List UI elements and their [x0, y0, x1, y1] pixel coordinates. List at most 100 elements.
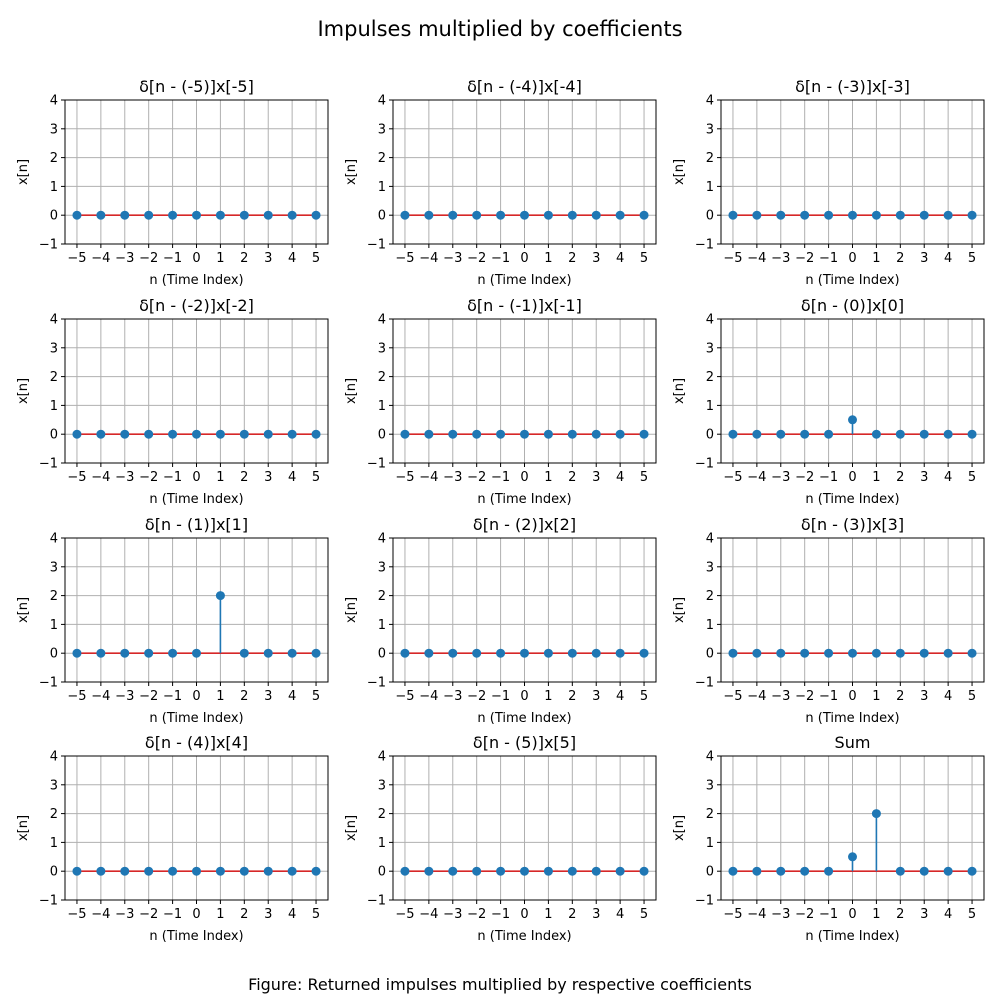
x-tick-label: −3	[115, 689, 134, 704]
stem-marker	[400, 429, 410, 439]
x-tick-label: −5	[723, 689, 742, 704]
y-tick-label: 0	[50, 428, 58, 443]
stem-marker	[591, 429, 601, 439]
stem-marker	[943, 866, 953, 876]
x-tick-label: 2	[240, 907, 248, 922]
stem-marker	[567, 429, 577, 439]
x-tick-label: 1	[872, 251, 880, 266]
x-tick-label: 1	[216, 251, 224, 266]
x-tick-label: −2	[139, 251, 158, 266]
stem-marker	[424, 429, 434, 439]
y-tick-label: 1	[378, 618, 386, 633]
stem-marker	[728, 866, 738, 876]
x-axis-label: n (Time Index)	[477, 492, 571, 507]
x-tick-label: 5	[640, 907, 648, 922]
x-tick-label: −1	[819, 689, 838, 704]
y-tick-label: 3	[706, 778, 714, 793]
x-tick-label: −3	[443, 907, 462, 922]
stem-marker	[215, 591, 225, 601]
stem-marker	[311, 866, 321, 876]
x-tick-label: 1	[544, 251, 552, 266]
x-tick-label: 4	[616, 907, 624, 922]
y-tick-label: 2	[378, 370, 386, 385]
stem-marker	[424, 866, 434, 876]
stem-marker	[615, 866, 625, 876]
x-tick-label: −1	[491, 251, 510, 266]
x-tick-label: 1	[544, 907, 552, 922]
y-tick-label: −1	[367, 457, 386, 472]
x-tick-label: 5	[968, 689, 976, 704]
stem-marker	[287, 866, 297, 876]
x-tick-label: −3	[771, 251, 790, 266]
x-tick-label: −2	[467, 470, 486, 485]
y-tick-label: 1	[50, 399, 58, 414]
subplot-title: Sum	[835, 733, 871, 752]
y-tick-label: 1	[706, 399, 714, 414]
stem-marker	[567, 866, 577, 876]
stem-marker	[239, 210, 249, 220]
y-tick-label: −1	[39, 238, 58, 253]
x-tick-label: −3	[115, 907, 134, 922]
y-axis-label: x[n]	[16, 815, 31, 841]
y-tick-label: 1	[50, 836, 58, 851]
x-tick-label: −4	[91, 251, 110, 266]
x-tick-label: −1	[163, 907, 182, 922]
stem-marker	[400, 866, 410, 876]
x-tick-label: 0	[192, 251, 200, 266]
stem-marker	[496, 210, 506, 220]
y-axis-label: x[n]	[344, 159, 359, 185]
stem-marker	[239, 648, 249, 658]
y-tick-label: 2	[50, 807, 58, 822]
y-axis-label: x[n]	[16, 378, 31, 404]
x-tick-label: 2	[240, 689, 248, 704]
stem-marker	[567, 648, 577, 658]
stem-marker	[144, 429, 154, 439]
subplot-title: δ[n - (4)]x[4]	[145, 733, 248, 752]
x-tick-label: 1	[216, 470, 224, 485]
x-axis-label: n (Time Index)	[805, 929, 899, 944]
stem-marker	[943, 429, 953, 439]
stem-marker	[967, 866, 977, 876]
x-tick-label: 1	[872, 907, 880, 922]
x-tick-label: 2	[240, 470, 248, 485]
stem-marker	[543, 429, 553, 439]
subplot-11: δ[n - (5)]x[5] −5 −4 −3 −2 −1 0 1 2 3 4 5 −1 0 1 2 3 4 n (…	[344, 733, 657, 944]
stem-marker	[192, 210, 201, 220]
x-tick-label: 3	[592, 470, 600, 485]
x-tick-label: −4	[91, 689, 110, 704]
subplot-title: δ[n - (-4)]x[-4]	[467, 77, 582, 96]
stem-marker	[263, 866, 273, 876]
x-tick-label: 3	[592, 251, 600, 266]
y-axis-label: x[n]	[672, 159, 687, 185]
y-tick-label: 0	[378, 428, 386, 443]
stem-marker	[919, 210, 929, 220]
x-tick-label: 0	[192, 907, 200, 922]
x-tick-label: 5	[640, 689, 648, 704]
y-tick-label: −1	[39, 457, 58, 472]
stem-marker	[472, 429, 482, 439]
stem-marker	[520, 210, 529, 220]
x-tick-label: 3	[264, 251, 272, 266]
subplot-9: δ[n - (3)]x[3] −5 −4 −3 −2 −1 0 1 2 3 4 5 −1 0 1 2 3 4 n (…	[672, 515, 985, 726]
stem-marker	[639, 429, 649, 439]
y-tick-label: 2	[50, 370, 58, 385]
x-tick-label: 4	[616, 251, 624, 266]
stem-marker	[168, 866, 178, 876]
x-tick-label: 4	[288, 251, 296, 266]
stem-marker	[144, 210, 154, 220]
x-tick-label: 0	[520, 470, 528, 485]
stem-marker	[472, 866, 482, 876]
stem-marker	[96, 429, 106, 439]
x-tick-label: −3	[443, 470, 462, 485]
y-tick-label: 1	[378, 180, 386, 195]
subplot-1: δ[n - (-5)]x[-5] −5 −4 −3 −2 −1 0 1 2 3 4 5 −1 0 1 2 3 4 n…	[16, 77, 329, 288]
x-tick-label: −4	[419, 689, 438, 704]
stem-marker	[520, 429, 529, 439]
subplot-12: Sum −5 −4 −3 −2 −1 0 1 2 3 4 5 −1 0 1 2 3 4 n (Time Index)…	[672, 733, 985, 944]
stem-marker	[543, 866, 553, 876]
x-tick-label: 0	[848, 251, 856, 266]
x-axis-label: n (Time Index)	[149, 273, 243, 288]
x-tick-label: 0	[520, 907, 528, 922]
x-tick-label: −3	[443, 689, 462, 704]
x-tick-label: 5	[312, 907, 320, 922]
